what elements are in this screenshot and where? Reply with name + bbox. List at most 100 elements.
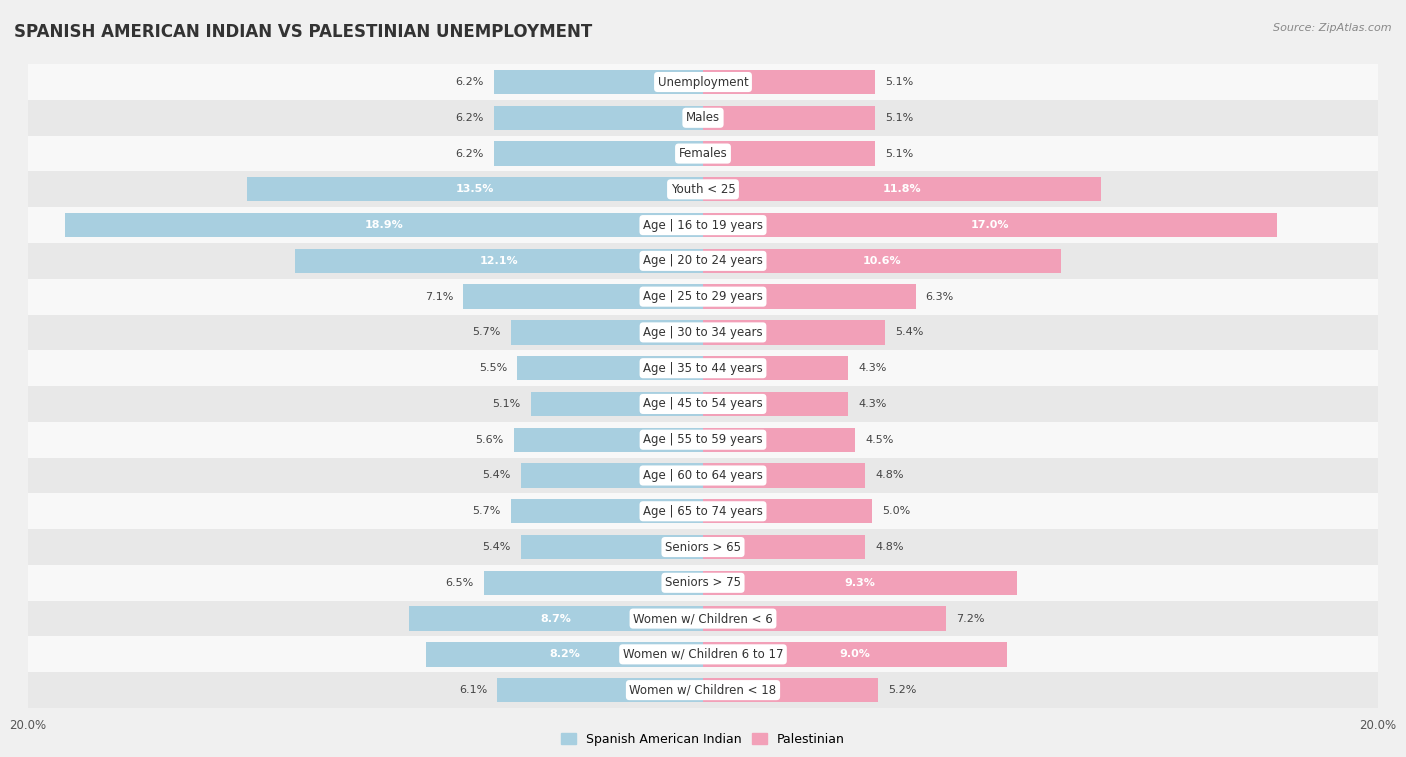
Bar xyxy=(247,177,703,201)
Text: 5.4%: 5.4% xyxy=(482,542,510,552)
Bar xyxy=(703,571,1017,595)
Bar xyxy=(28,279,1378,314)
Bar xyxy=(28,207,1378,243)
Text: 8.7%: 8.7% xyxy=(541,614,572,624)
Text: Females: Females xyxy=(679,147,727,160)
Bar xyxy=(703,428,855,452)
Text: Women w/ Children 6 to 17: Women w/ Children 6 to 17 xyxy=(623,648,783,661)
Bar xyxy=(484,571,703,595)
Text: 5.4%: 5.4% xyxy=(896,328,924,338)
Bar xyxy=(295,249,703,273)
Bar xyxy=(520,535,703,559)
Bar xyxy=(28,386,1378,422)
Text: 13.5%: 13.5% xyxy=(456,185,495,195)
Bar xyxy=(65,213,703,237)
Bar xyxy=(517,356,703,380)
Text: 6.2%: 6.2% xyxy=(456,113,484,123)
Text: 9.0%: 9.0% xyxy=(839,650,870,659)
Text: 10.6%: 10.6% xyxy=(862,256,901,266)
Text: 5.1%: 5.1% xyxy=(886,77,914,87)
Bar xyxy=(515,428,703,452)
Text: Seniors > 75: Seniors > 75 xyxy=(665,576,741,589)
Bar xyxy=(703,177,1101,201)
Text: Age | 16 to 19 years: Age | 16 to 19 years xyxy=(643,219,763,232)
Text: 5.2%: 5.2% xyxy=(889,685,917,695)
Bar xyxy=(703,70,875,94)
Bar xyxy=(703,606,946,631)
Text: 5.5%: 5.5% xyxy=(479,363,508,373)
Text: Age | 30 to 34 years: Age | 30 to 34 years xyxy=(643,326,763,339)
Bar xyxy=(494,106,703,130)
Bar xyxy=(464,285,703,309)
Bar xyxy=(28,136,1378,171)
Bar xyxy=(28,171,1378,207)
Bar xyxy=(703,392,848,416)
Bar xyxy=(28,314,1378,350)
Text: Unemployment: Unemployment xyxy=(658,76,748,89)
Text: SPANISH AMERICAN INDIAN VS PALESTINIAN UNEMPLOYMENT: SPANISH AMERICAN INDIAN VS PALESTINIAN U… xyxy=(14,23,592,41)
Text: 5.1%: 5.1% xyxy=(886,113,914,123)
Text: 6.2%: 6.2% xyxy=(456,77,484,87)
Bar xyxy=(498,678,703,702)
Bar xyxy=(703,535,865,559)
Bar xyxy=(703,320,886,344)
Bar xyxy=(426,642,703,666)
Text: 5.7%: 5.7% xyxy=(472,506,501,516)
Bar xyxy=(28,565,1378,601)
Text: 4.3%: 4.3% xyxy=(858,399,887,409)
Text: Women w/ Children < 6: Women w/ Children < 6 xyxy=(633,612,773,625)
Bar xyxy=(28,529,1378,565)
Bar xyxy=(531,392,703,416)
Bar xyxy=(409,606,703,631)
Text: 7.1%: 7.1% xyxy=(425,291,453,301)
Bar xyxy=(703,642,1007,666)
Bar xyxy=(28,637,1378,672)
Bar xyxy=(703,249,1060,273)
Text: Age | 25 to 29 years: Age | 25 to 29 years xyxy=(643,290,763,303)
Text: Youth < 25: Youth < 25 xyxy=(671,183,735,196)
Text: 5.6%: 5.6% xyxy=(475,435,503,444)
Bar xyxy=(510,499,703,523)
Text: Seniors > 65: Seniors > 65 xyxy=(665,540,741,553)
Bar xyxy=(28,672,1378,708)
Bar xyxy=(703,463,865,488)
Text: 18.9%: 18.9% xyxy=(364,220,404,230)
Bar xyxy=(703,106,875,130)
Text: Age | 20 to 24 years: Age | 20 to 24 years xyxy=(643,254,763,267)
Bar xyxy=(28,494,1378,529)
Text: 12.1%: 12.1% xyxy=(479,256,519,266)
Text: 4.8%: 4.8% xyxy=(875,471,904,481)
Bar xyxy=(28,64,1378,100)
Text: 5.7%: 5.7% xyxy=(472,328,501,338)
Bar xyxy=(703,356,848,380)
Text: 4.8%: 4.8% xyxy=(875,542,904,552)
Legend: Spanish American Indian, Palestinian: Spanish American Indian, Palestinian xyxy=(557,728,849,751)
Text: 4.5%: 4.5% xyxy=(865,435,893,444)
Text: 8.2%: 8.2% xyxy=(550,650,581,659)
Text: 9.3%: 9.3% xyxy=(845,578,876,587)
Text: 6.5%: 6.5% xyxy=(446,578,474,587)
Text: Women w/ Children < 18: Women w/ Children < 18 xyxy=(630,684,776,696)
Text: 5.1%: 5.1% xyxy=(492,399,520,409)
Text: Age | 65 to 74 years: Age | 65 to 74 years xyxy=(643,505,763,518)
Text: 5.0%: 5.0% xyxy=(882,506,910,516)
Bar xyxy=(494,70,703,94)
Text: 17.0%: 17.0% xyxy=(970,220,1010,230)
Text: 11.8%: 11.8% xyxy=(883,185,921,195)
Text: 4.3%: 4.3% xyxy=(858,363,887,373)
Text: 6.3%: 6.3% xyxy=(925,291,953,301)
Text: 5.1%: 5.1% xyxy=(886,148,914,158)
Bar xyxy=(703,213,1277,237)
Text: Source: ZipAtlas.com: Source: ZipAtlas.com xyxy=(1274,23,1392,33)
Bar xyxy=(494,142,703,166)
Bar xyxy=(28,601,1378,637)
Text: 7.2%: 7.2% xyxy=(956,614,984,624)
Bar xyxy=(28,350,1378,386)
Text: 6.2%: 6.2% xyxy=(456,148,484,158)
Bar xyxy=(28,458,1378,494)
Bar xyxy=(703,285,915,309)
Bar xyxy=(510,320,703,344)
Text: Age | 55 to 59 years: Age | 55 to 59 years xyxy=(643,433,763,446)
Text: Age | 60 to 64 years: Age | 60 to 64 years xyxy=(643,469,763,482)
Bar xyxy=(28,100,1378,136)
